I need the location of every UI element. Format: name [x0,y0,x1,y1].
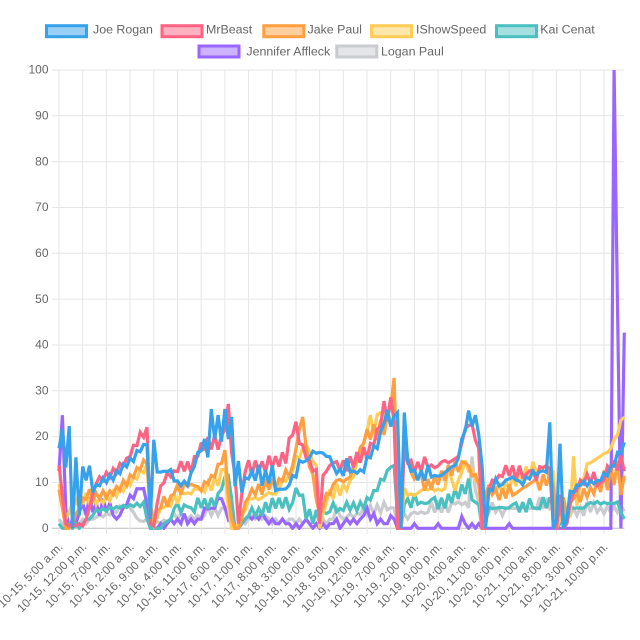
svg-text:10: 10 [35,475,49,489]
svg-text:Joe Rogan: Joe Rogan [93,23,153,37]
svg-text:50: 50 [35,292,49,306]
svg-text:Jake Paul: Jake Paul [308,23,362,37]
svg-text:20: 20 [35,429,49,443]
svg-text:80: 80 [35,154,49,168]
svg-text:70: 70 [35,200,49,214]
svg-text:90: 90 [35,108,49,122]
svg-text:0: 0 [42,521,49,535]
svg-text:IShowSpeed: IShowSpeed [416,23,486,37]
svg-text:100: 100 [28,63,48,77]
svg-text:40: 40 [35,338,49,352]
svg-text:MrBeast: MrBeast [206,23,253,37]
svg-text:Logan Paul: Logan Paul [381,45,444,59]
svg-text:Jennifer Affleck: Jennifer Affleck [246,45,331,59]
svg-text:30: 30 [35,383,49,397]
svg-text:Kai Cenat: Kai Cenat [540,23,595,37]
svg-text:60: 60 [35,246,49,260]
